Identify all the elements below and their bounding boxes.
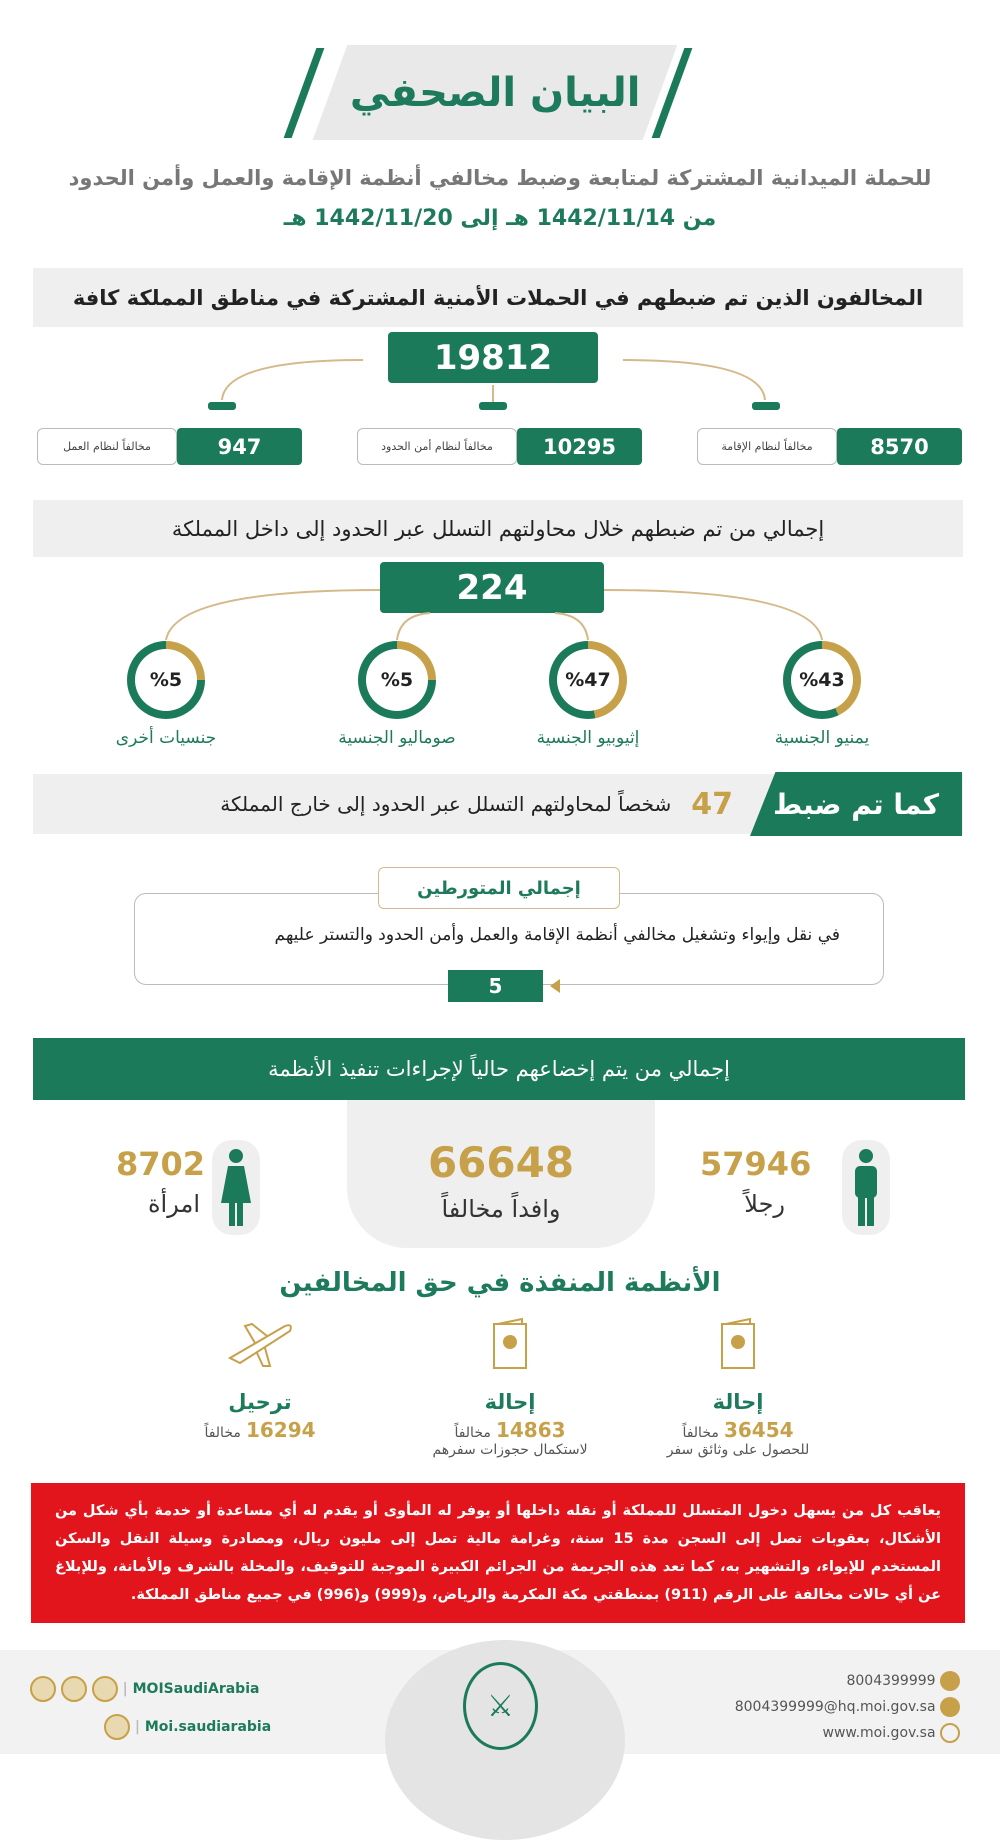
involved-label: إجمالي المتورطين (378, 867, 620, 909)
stat-label: مخالفاً لنظام الإقامة (697, 428, 837, 465)
nationality-label: صوماليو الجنسية (338, 728, 456, 748)
contact-list: 8004399999 8004399999@hq.moi.gov.sa www.… (700, 1668, 960, 1746)
action-sub: للحصول على وثائق سفر (666, 1442, 810, 1458)
women-value: 8702 (115, 1145, 205, 1183)
total-value: 66648 (427, 1138, 575, 1187)
subtitle: للحملة الميدانية المشتركة لمتابعة وضبط م… (68, 166, 932, 190)
section1-connectors (208, 359, 780, 410)
nationality-donut: %43 (783, 641, 861, 719)
email-row: 8004399999@hq.moi.gov.sa (700, 1694, 960, 1720)
donut-percent: %5 (366, 649, 428, 711)
email-icon (940, 1697, 960, 1717)
section3-text: شخصاً لمحاولتهم التسلل عبر الحدود إلى خا… (220, 792, 672, 816)
phone-icon (940, 1671, 960, 1691)
stat-label: مخالفاً لنظام أمن الحدود (357, 428, 517, 465)
woman-icon (212, 1140, 260, 1235)
social-row-1: | MOISaudiArabia (30, 1670, 300, 1708)
emblem-logo: ⚔ (463, 1662, 538, 1750)
airplane-icon (150, 1318, 370, 1378)
stat-value: 947 (177, 428, 302, 465)
section2-heading: إجمالي من تم ضبطهم خلال محاولتهم التسلل … (33, 500, 963, 557)
stat-residency: 8570 مخالفاً لنظام الإقامة (697, 428, 962, 465)
passport-icon (400, 1317, 620, 1378)
section1-heading: المخالفون الذين تم ضبطهم في الحملات الأم… (33, 268, 963, 327)
action-title: إحالة (484, 1390, 536, 1414)
stat-labor: 947 مخالفاً لنظام العمل (37, 428, 302, 465)
section5-heading: إجمالي من يتم إخضاعهم حالياً لإجراءات تن… (33, 1038, 965, 1100)
donut-percent: %43 (791, 649, 853, 711)
men-label: رجلاً (744, 1190, 785, 1218)
snapchat-icon[interactable] (104, 1714, 130, 1740)
section3-value: 47 (691, 786, 733, 822)
involved-value: 5 (448, 970, 543, 1002)
action-unit: مخالفاً (682, 1425, 719, 1441)
involved-text: في نقل وإيواء وتشغيل مخالفي أنظمة الإقام… (274, 925, 840, 945)
stat-value: 8570 (837, 428, 962, 465)
action-title: ترحيل (228, 1390, 292, 1414)
date-range: من 1442/11/14 هـ إلى 1442/11/20 هـ (283, 206, 717, 231)
section6-heading: الأنظمة المنفذة في حق المخالفين (279, 1268, 721, 1298)
stat-label: مخالفاً لنظام العمل (37, 428, 177, 465)
nationality-donut: %47 (549, 641, 627, 719)
action-unit: مخالفاً (454, 1425, 491, 1441)
section2-total: 224 (380, 562, 604, 613)
action-card: إحالة 14863 مخالفاً لاستكمال حجوزات سفره… (400, 1317, 620, 1458)
stat-value: 10295 (517, 428, 642, 465)
passport-icon (628, 1317, 848, 1378)
youtube-icon[interactable] (91, 1676, 118, 1702)
snapchat-handle[interactable]: Moi.saudiarabia (144, 1719, 272, 1735)
action-value: 14863 (495, 1418, 566, 1442)
donut-percent: %5 (135, 649, 197, 711)
action-card: إحالة 36454 مخالفاً للحصول على وثائق سفر (628, 1317, 848, 1458)
page-title: البيان الصحفي (312, 45, 678, 140)
action-title: إحالة (712, 1390, 764, 1414)
globe-icon (940, 1723, 960, 1743)
nationality-label: جنسيات أخرى (115, 728, 217, 748)
nationality-donut: %5 (358, 641, 436, 719)
twitter-icon[interactable] (30, 1676, 56, 1702)
email-link[interactable]: 8004399999@hq.moi.gov.sa (734, 1699, 936, 1715)
arrow-icon (550, 979, 560, 993)
action-value: 36454 (723, 1418, 794, 1442)
website-link[interactable]: www.moi.gov.sa (822, 1725, 936, 1741)
phone-row: 8004399999 (700, 1668, 960, 1694)
section3-tag: كما تم ضبط (750, 772, 962, 836)
total-panel (347, 1100, 655, 1248)
stat-border: 10295 مخالفاً لنظام أمن الحدود (357, 428, 642, 465)
social-row-2: | Moi.saudiarabia (30, 1708, 300, 1746)
website-row: www.moi.gov.sa (700, 1720, 960, 1746)
social-list: | MOISaudiArabia | Moi.saudiarabia (30, 1670, 300, 1746)
man-icon (842, 1140, 890, 1235)
action-unit: مخالفاً (204, 1425, 241, 1441)
women-label: امرأة (147, 1190, 200, 1218)
total-label: وافداً مخالفاً (441, 1195, 561, 1223)
social-handle[interactable]: MOISaudiArabia (132, 1681, 260, 1697)
donut-percent: %47 (557, 649, 619, 711)
nationality-donut: %5 (127, 641, 205, 719)
nationality-label: يمنيو الجنسية (774, 728, 870, 748)
nationality-label: إثيوبيو الجنسية (536, 728, 640, 748)
section1-total: 19812 (388, 332, 598, 383)
phone-text[interactable]: 8004399999 (846, 1673, 936, 1689)
action-card: ترحيل 16294 مخالفاً (150, 1318, 370, 1442)
action-value: 16294 (245, 1418, 316, 1442)
warning-text: يعاقب كل من يسهل دخول المتسلل للمملكة أو… (31, 1483, 965, 1623)
instagram-icon[interactable] (60, 1676, 87, 1702)
section2-connectors (165, 589, 823, 641)
men-value: 57946 (700, 1145, 812, 1183)
action-sub: لاستكمال حجوزات سفرهم (432, 1442, 588, 1458)
